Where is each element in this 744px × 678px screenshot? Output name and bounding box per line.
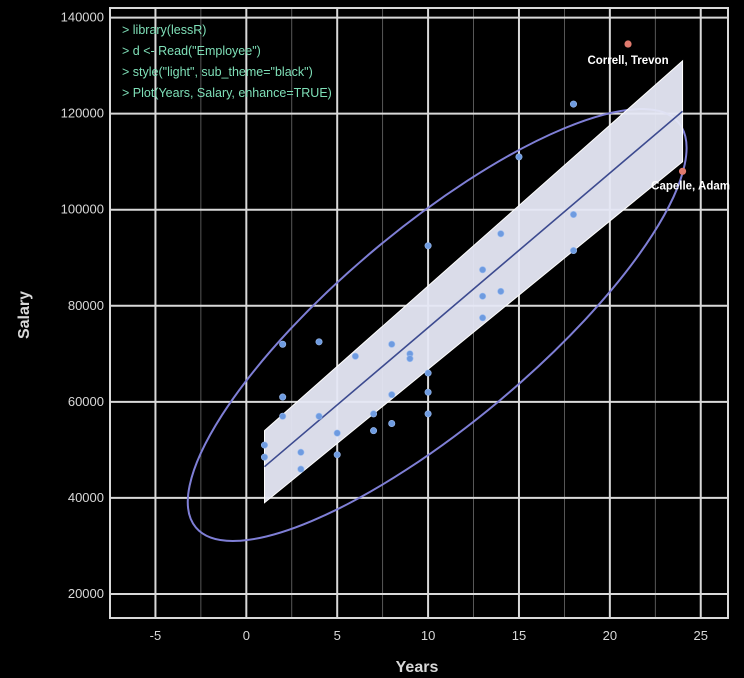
y-tick-label: 100000 <box>61 202 104 217</box>
data-point <box>569 211 577 219</box>
data-point <box>351 352 359 360</box>
data-point <box>279 340 287 348</box>
data-point <box>569 100 577 108</box>
data-points <box>260 100 577 473</box>
x-tick-label: 10 <box>421 628 435 643</box>
data-point <box>388 391 396 399</box>
data-point <box>479 292 487 300</box>
confidence-band <box>264 59 684 504</box>
plot-frame <box>109 7 729 619</box>
x-axis-title: Years <box>396 659 439 676</box>
y-tick-label: 40000 <box>68 490 104 505</box>
code-block: > library(lessR) > d <- Read("Employee")… <box>122 23 332 100</box>
outlier-point <box>678 167 687 175</box>
fit-line <box>263 110 684 468</box>
x-tick-label: 15 <box>512 628 526 643</box>
data-point <box>370 427 378 435</box>
outlier-points: Correll, Trevon Capelle, Adam <box>587 40 730 192</box>
grid-lines <box>109 7 729 619</box>
data-point <box>406 355 414 363</box>
data-point <box>424 242 432 250</box>
data-point <box>497 230 505 238</box>
tick-labels: -5 0 5 10 15 20 25 20000 40000 60000 80000 100000 12… <box>61 10 708 643</box>
y-tick-label: 140000 <box>61 10 104 25</box>
x-tick-label: 25 <box>694 628 708 643</box>
y-tick-label: 120000 <box>61 106 104 121</box>
data-point <box>424 410 432 418</box>
data-point <box>297 448 305 456</box>
data-point <box>315 412 323 420</box>
data-point <box>297 465 305 473</box>
data-point <box>569 247 577 255</box>
x-tick-label: 5 <box>334 628 341 643</box>
data-point <box>279 412 287 420</box>
data-point <box>424 369 432 377</box>
y-tick-label: 20000 <box>68 586 104 601</box>
data-point <box>260 441 268 449</box>
outlier-label: Capelle, Adam <box>651 180 730 192</box>
regression-line <box>263 110 684 468</box>
code-line: > Plot(Years, Salary, enhance=TRUE) <box>122 86 332 100</box>
code-line: > style("light", sub_theme="black") <box>122 65 313 79</box>
y-tick-label: 60000 <box>68 394 104 409</box>
data-point <box>388 340 396 348</box>
band-area <box>264 59 684 504</box>
data-point <box>333 451 341 459</box>
x-tick-label: 20 <box>603 628 617 643</box>
data-point <box>497 287 505 295</box>
y-axis-title: Salary <box>16 291 33 339</box>
data-point <box>370 410 378 418</box>
data-point <box>315 338 323 346</box>
data-point <box>515 153 523 161</box>
y-tick-label: 80000 <box>68 298 104 313</box>
x-tick-label: -5 <box>150 628 162 643</box>
outlier-label: Correll, Trevon <box>587 55 668 67</box>
x-tick-label: 0 <box>243 628 250 643</box>
data-point <box>260 453 268 461</box>
data-point <box>479 266 487 274</box>
code-line: > library(lessR) <box>122 23 206 37</box>
data-point <box>424 388 432 396</box>
code-line: > d <- Read("Employee") <box>122 44 261 58</box>
data-point <box>479 314 487 322</box>
outlier-point <box>624 40 632 48</box>
data-point <box>333 429 341 437</box>
data-point <box>279 393 287 401</box>
data-point <box>388 419 396 427</box>
